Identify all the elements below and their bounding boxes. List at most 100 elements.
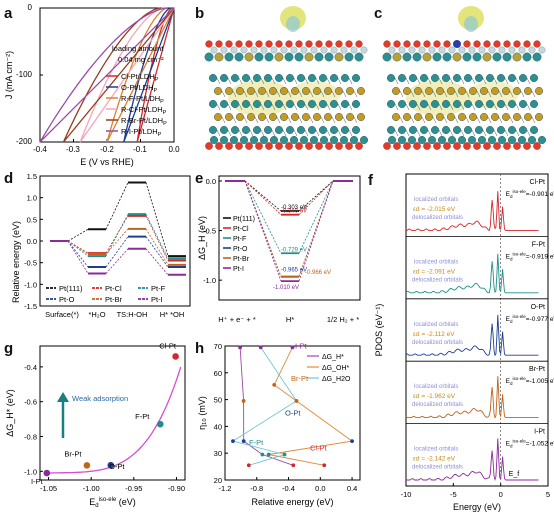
f-localized-1: localized orbitals [414,259,458,265]
c-struct-o-top-4 [423,40,431,48]
d-legend-label-1: Pt-Cl [105,284,122,293]
f-delocalized-0: delocalized orbitals [412,215,463,221]
b-struct-bond-0-8 [304,77,309,85]
b-struct-h-top-6 [270,46,278,54]
a-legend-label-2: R-F-Pt/LDHP [121,94,164,105]
e-legend-label-4: Pt-Br [233,256,250,263]
c-struct-o-top-9 [473,40,481,48]
b-struct-bond-1-1 [232,90,237,98]
d-ytick-3: 0.0 [27,237,37,246]
b-struct-o-bot-13 [335,142,343,150]
panel-label-f: f [368,172,373,189]
e-conn-4-0 [244,180,282,277]
e-conn-4-1 [298,180,334,277]
b-struct-bond-2-3 [249,103,254,111]
c-struct-o-bot-7 [453,142,461,150]
b-struct-slab-0-6 [274,73,283,82]
g-ytick-2: -0.8 [24,432,37,441]
f-ed-0: Ediso-ele=-0.901 eV [506,189,554,199]
b-struct-slab-1-6 [279,86,288,95]
f-ed-2: Ediso-ele=-0.977 eV [506,314,554,324]
c-struct-bond-2-0 [394,103,399,111]
d-legend-label-0: Pt(111) [59,284,83,293]
b-struct-slab-1-2 [236,86,245,95]
b-struct-o-top-14 [345,40,353,48]
h-label-1: Br-Pt [291,374,309,383]
b-struct-slab-4-5 [263,125,272,134]
panel-label-b: b [195,5,205,22]
c-struct-slab-4-5 [441,125,450,134]
b-struct-h-top-12 [330,46,338,54]
c-struct-bond-0-5 [449,77,454,85]
b-struct-h-top-1 [220,46,228,54]
c-struct-slab-0-0 [386,73,395,82]
f-ed-val-0: =-0.901 eV [526,191,554,198]
b-struct-o-bot-11 [315,142,323,150]
c-struct-slab-0-13 [529,73,538,82]
c-struct-slab-3-2 [414,112,423,121]
g-point-label-3: Br-Pt [64,449,82,458]
c-struct-bond-1-5 [454,90,459,98]
f-ed-sub-1: d [510,256,513,261]
b-struct-slab-1-5 [268,86,277,95]
c-struct-bond-0-2 [416,77,421,85]
d-conn-3-2 [145,236,169,268]
d-legend-label-5: Pt-I [151,295,163,304]
b-struct-o-top-3 [235,40,243,48]
b-struct-slab-3-6 [279,112,288,121]
e-xtick-2: 1/2 H₂ + * [327,315,359,324]
c-struct-o-bot-1 [393,142,401,150]
c-struct-slab-1-6 [457,86,466,95]
g-annotation: Weak adsorption [72,394,128,403]
c-struct-metal-bot-11 [497,135,506,144]
d-xtick-1: *H₂O [88,310,105,319]
b-struct-o-bot-15 [355,142,363,150]
h-series-line-2 [231,347,298,466]
b-struct-slab-2-10 [318,99,327,108]
d-conn-4-2 [145,228,169,266]
c-struct-metal-bot-0 [387,135,396,144]
b-struct-o-top-2 [225,40,233,48]
e-ytick-1: -0.5 [203,227,216,236]
c-struct-bond-2-10 [504,103,509,111]
b-struct-slab-1-1 [225,86,234,95]
a-legend-sub-0: P [155,77,159,83]
b-struct-slab-3-1 [225,112,234,121]
b-struct-slab-0-2 [231,73,240,82]
f-ed-sup-1: iso-ele [513,251,527,256]
c-struct-slab-0-9 [485,73,494,82]
b-struct-slab-2-12 [340,99,349,108]
h-ylabel: η₁₀ (mV) [197,396,207,430]
b-struct-bond-1-9 [320,90,325,98]
d-conn-0-0 [67,228,89,242]
c-struct-bond-0-7 [471,77,476,85]
c-struct-bond-4-10 [504,129,509,137]
c-struct-slab-3-6 [457,112,466,121]
b-struct-metal-bot-5 [259,135,268,144]
f-xtick-0: -10 [401,490,412,499]
c-struct-slab-4-0 [386,125,395,134]
b-struct-charge-left [228,80,292,116]
b-struct-slab-3-0 [214,112,223,121]
panel-e-chart: 0.0 -0.5 -1.0 H⁺ + e⁻ + * H* 1/2 H₂ + * ΔG_H (… [197,175,361,324]
panel-label-d: d [4,170,14,187]
g-point-2 [107,461,115,469]
b-struct-slab-0-5 [263,73,272,82]
b-struct-slab-0-8 [296,73,305,82]
b-struct-bond-0-12 [348,77,353,85]
b-struct-o-top-12 [325,40,333,48]
d-ylabel: Relative energy (eV) [11,221,21,303]
c-struct-h-top-0 [388,46,396,54]
h-series-line-0 [239,347,294,466]
c-struct-bond-4-9 [493,129,498,137]
b-struct-bond-0-5 [271,77,276,85]
b-struct-h-top-0 [210,46,218,54]
b-struct-metal-bot-4 [250,135,259,144]
h-ytick-0: 20 [214,476,222,485]
c-struct-o-bot-4 [423,142,431,150]
d-conn-1-2 [145,215,169,261]
b-struct-o-top-11 [315,40,323,48]
c-struct-slab-0-4 [431,73,440,82]
f-ed-val-1: =-0.919 eV [526,253,554,260]
a-legend-label-1: O-Pt/LDHP [121,83,158,94]
